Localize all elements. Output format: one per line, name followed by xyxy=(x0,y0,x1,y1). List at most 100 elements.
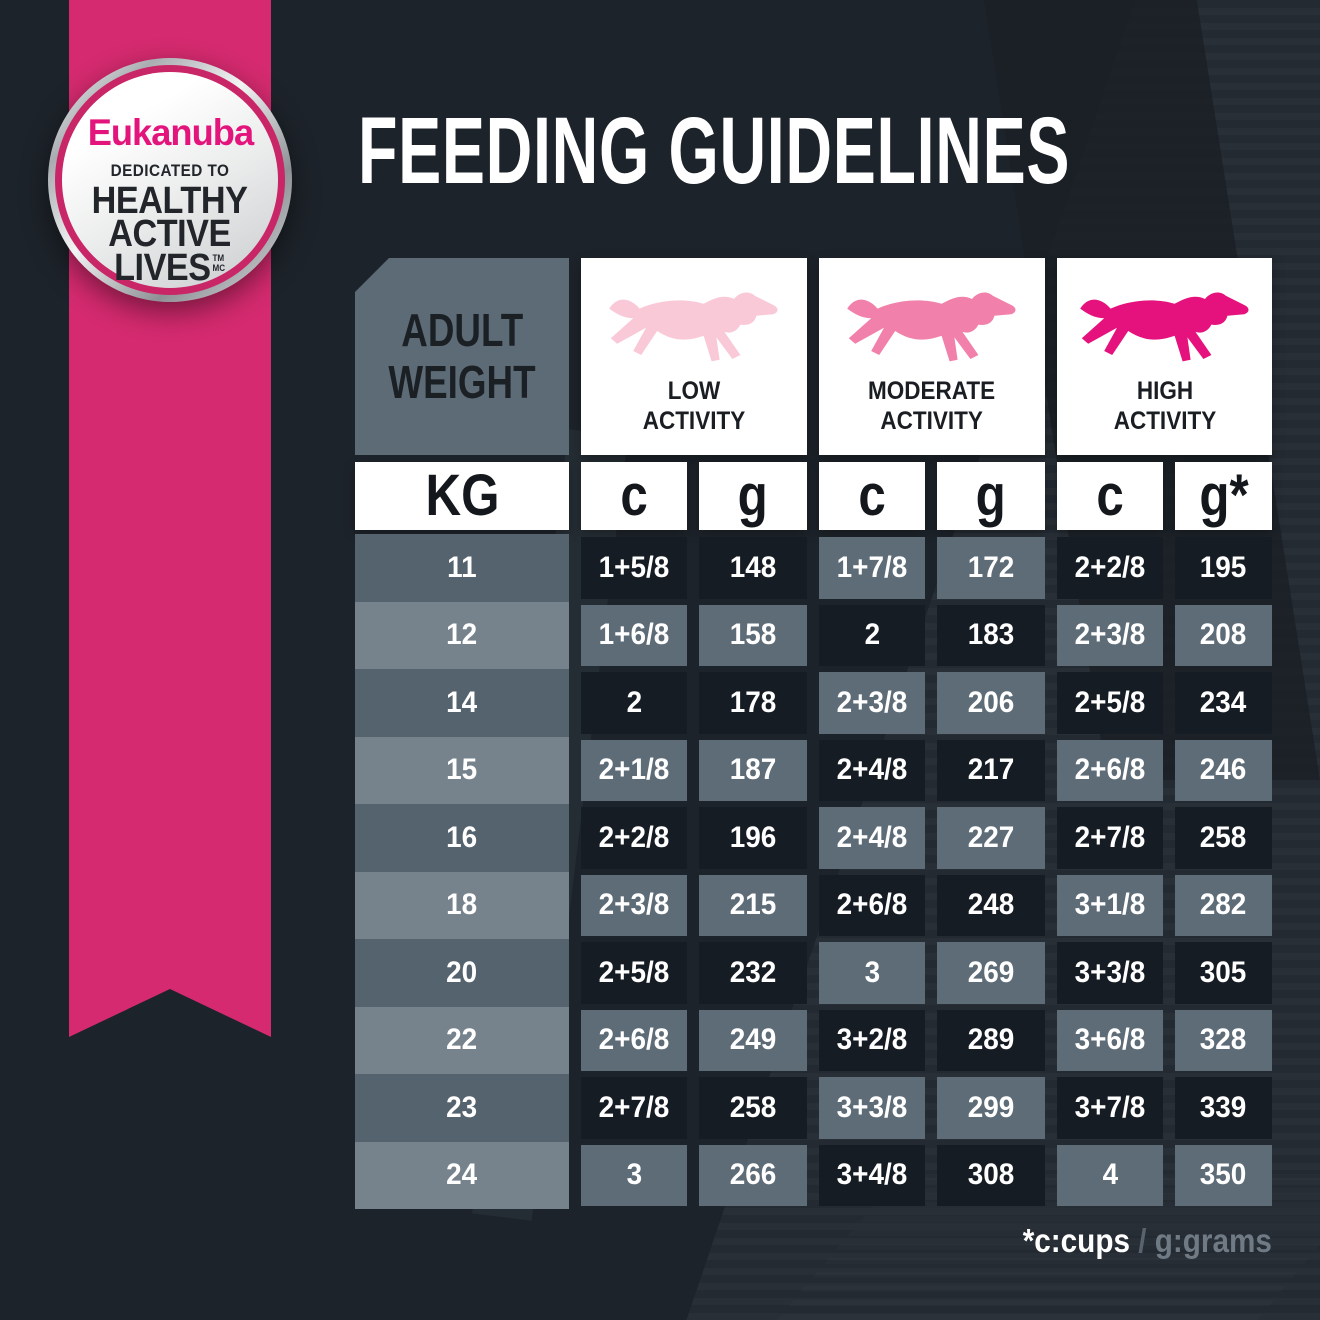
weight-cell: 20 xyxy=(355,939,569,1007)
value-cell: 248 xyxy=(937,874,1045,936)
value-cell: 2+2/8 xyxy=(1057,537,1163,599)
value-cell: 4 xyxy=(1057,1144,1163,1206)
value-cell: 2+2/8 xyxy=(581,807,687,869)
value-cell: 1+5/8 xyxy=(581,537,687,599)
value-cell: 3+4/8 xyxy=(819,1144,925,1206)
value-cell: 246 xyxy=(1175,739,1272,801)
value-cell: 3+3/8 xyxy=(819,1077,925,1139)
value-cell: 2 xyxy=(581,672,687,734)
value-cell: 3+3/8 xyxy=(1057,942,1163,1004)
value-cell: 328 xyxy=(1175,1009,1272,1071)
weight-cell: 18 xyxy=(355,871,569,939)
value-cell: 2+3/8 xyxy=(819,672,925,734)
activity-label: MODERATE ACTIVITY xyxy=(868,377,996,435)
value-cell: 305 xyxy=(1175,942,1272,1004)
badge-dedication: DEDICATED TO xyxy=(110,161,230,180)
value-cell: 269 xyxy=(937,942,1045,1004)
adult-weight-header: ADULT WEIGHT xyxy=(355,258,569,455)
value-cell: 196 xyxy=(699,807,807,869)
value-cell: 148 xyxy=(699,537,807,599)
activity-label: LOW ACTIVITY xyxy=(642,377,746,435)
value-cell: 3+2/8 xyxy=(819,1009,925,1071)
badge-face: Eukanuba DEDICATED TO HEALTHY ACTIVE LIV… xyxy=(62,72,278,288)
table-row: 12 1+6/8 158 2 183 2+3/8 208 xyxy=(355,601,1272,669)
value-cell: 158 xyxy=(699,604,807,666)
value-cell: 2+6/8 xyxy=(581,1009,687,1071)
weight-cell: 11 xyxy=(355,534,569,602)
unit-cell-cups: c xyxy=(819,462,925,530)
page-title: FEEDING GUIDELINES xyxy=(358,98,1071,204)
value-cell: 2+1/8 xyxy=(581,739,687,801)
value-cell: 215 xyxy=(699,874,807,936)
table-row: 22 2+6/8 249 3+2/8 289 3+6/8 328 xyxy=(355,1006,1272,1074)
table-row: 23 2+7/8 258 3+3/8 299 3+7/8 339 xyxy=(355,1074,1272,1142)
weight-cell: 16 xyxy=(355,804,569,872)
high-activity-header: HIGH ACTIVITY xyxy=(1057,258,1272,455)
value-cell: 217 xyxy=(937,739,1045,801)
table-row: 20 2+5/8 232 3 269 3+3/8 305 xyxy=(355,939,1272,1007)
value-cell: 350 xyxy=(1175,1144,1272,1206)
unit-cell-grams: g xyxy=(937,462,1045,530)
value-cell: 172 xyxy=(937,537,1045,599)
value-cell: 2+7/8 xyxy=(1057,807,1163,869)
feeding-table: ADULT WEIGHT LOW ACTIVITY MODERATE ACTI xyxy=(355,258,1272,1209)
running-dog-icon xyxy=(609,292,778,362)
value-cell: 339 xyxy=(1175,1077,1272,1139)
activity-label: HIGH ACTIVITY xyxy=(1113,377,1216,435)
footnote-cups: *c:cups xyxy=(1022,1222,1131,1259)
value-cell: 2 xyxy=(819,604,925,666)
value-cell: 2+5/8 xyxy=(1057,672,1163,734)
footnote-grams: g:grams xyxy=(1154,1222,1272,1259)
value-cell: 2+7/8 xyxy=(581,1077,687,1139)
table-header-row: ADULT WEIGHT LOW ACTIVITY MODERATE ACTI xyxy=(355,258,1272,455)
value-cell: 308 xyxy=(937,1144,1045,1206)
running-dog-icon xyxy=(1079,292,1249,362)
value-cell: 232 xyxy=(699,942,807,1004)
value-cell: 2+4/8 xyxy=(819,739,925,801)
value-cell: 258 xyxy=(1175,807,1272,869)
value-cell: 206 xyxy=(937,672,1045,734)
value-cell: 266 xyxy=(699,1144,807,1206)
running-dog-icon xyxy=(847,292,1016,362)
value-cell: 195 xyxy=(1175,537,1272,599)
table-row: 24 3 266 3+4/8 308 4 350 xyxy=(355,1141,1272,1209)
value-cell: 282 xyxy=(1175,874,1272,936)
value-cell: 2+6/8 xyxy=(819,874,925,936)
value-cell: 183 xyxy=(937,604,1045,666)
value-cell: 3 xyxy=(819,942,925,1004)
low-activity-header: LOW ACTIVITY xyxy=(581,258,807,455)
value-cell: 289 xyxy=(937,1009,1045,1071)
brand-badge: Eukanuba DEDICATED TO HEALTHY ACTIVE LIV… xyxy=(48,58,292,302)
units-footnote: *c:cups / g:grams xyxy=(1023,1222,1272,1260)
badge-headline-line1: HEALTHY xyxy=(92,180,248,222)
value-cell: 3+6/8 xyxy=(1057,1009,1163,1071)
value-cell: 227 xyxy=(937,807,1045,869)
moderate-activity-header: MODERATE ACTIVITY xyxy=(819,258,1045,455)
value-cell: 2+6/8 xyxy=(1057,739,1163,801)
unit-cell-grams-star: g* xyxy=(1175,462,1272,530)
value-cell: 2+4/8 xyxy=(819,807,925,869)
table-body: 11 1+5/8 148 1+7/8 172 2+2/8 195 12 1+6/… xyxy=(355,534,1272,1209)
weight-cell: 12 xyxy=(355,601,569,669)
badge-headline-line3: LIVES TM MC xyxy=(114,246,226,289)
value-cell: 1+6/8 xyxy=(581,604,687,666)
badge-headline: HEALTHY ACTIVE LIVES TM MC xyxy=(92,180,248,289)
value-cell: 208 xyxy=(1175,604,1272,666)
weight-cell: 24 xyxy=(355,1141,569,1209)
table-row: 15 2+1/8 187 2+4/8 217 2+6/8 246 xyxy=(355,736,1272,804)
value-cell: 258 xyxy=(699,1077,807,1139)
table-row: 18 2+3/8 215 2+6/8 248 3+1/8 282 xyxy=(355,871,1272,939)
unit-cell-grams: g xyxy=(699,462,807,530)
unit-header-row: KG c g c g c g* xyxy=(355,462,1272,530)
weight-cell: 22 xyxy=(355,1006,569,1074)
value-cell: 2+5/8 xyxy=(581,942,687,1004)
value-cell: 234 xyxy=(1175,672,1272,734)
value-cell: 178 xyxy=(699,672,807,734)
value-cell: 2+3/8 xyxy=(1057,604,1163,666)
weight-cell: 23 xyxy=(355,1074,569,1142)
footnote-separator: / xyxy=(1130,1222,1155,1259)
badge-brand-name: Eukanuba xyxy=(87,112,253,153)
trademark-mark: TM MC xyxy=(212,252,226,273)
value-cell: 2+3/8 xyxy=(581,874,687,936)
